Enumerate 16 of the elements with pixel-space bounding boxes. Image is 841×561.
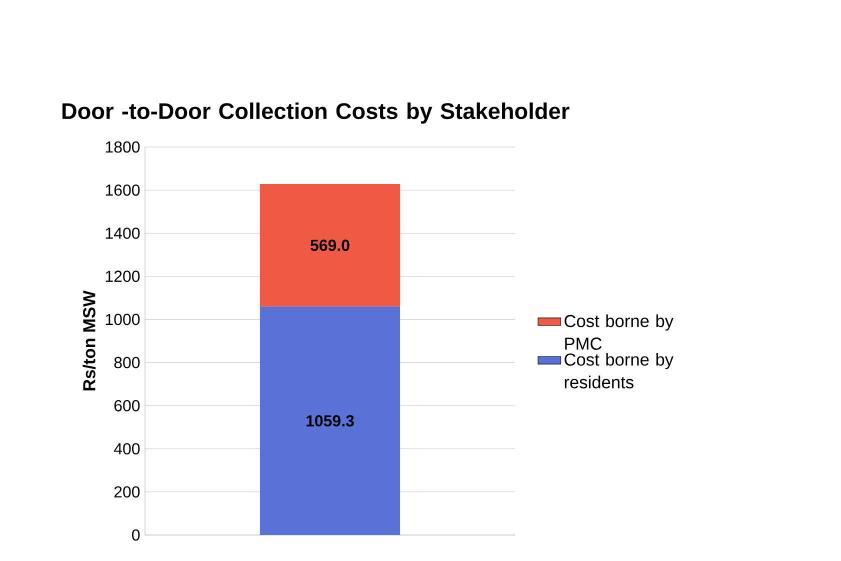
- data-label: 569.0: [310, 240, 350, 251]
- y-tick-label: 1400: [106, 228, 140, 239]
- y-tick-label: 600: [114, 400, 140, 412]
- y-tick-label: 200: [114, 486, 140, 498]
- y-tick-label: 1800: [106, 141, 140, 153]
- y-tick-label: 1600: [106, 184, 140, 196]
- y-axis-title: Rs/ton MSW: [82, 290, 96, 390]
- legend-label: Cost borne by PMC: [564, 314, 674, 350]
- y-tick-label: 400: [114, 443, 140, 454]
- y-tick-label: 1000: [106, 314, 140, 326]
- y-tick-label: 0: [132, 529, 140, 541]
- chart-title: Door -to-Door Collection Costs by Stakeholder: [62, 102, 570, 124]
- y-tick-label: 800: [114, 356, 140, 368]
- data-label: 1059.3: [306, 415, 354, 427]
- legend-label: Cost borne by residents: [564, 352, 674, 388]
- y-tick-label: 1200: [106, 270, 140, 282]
